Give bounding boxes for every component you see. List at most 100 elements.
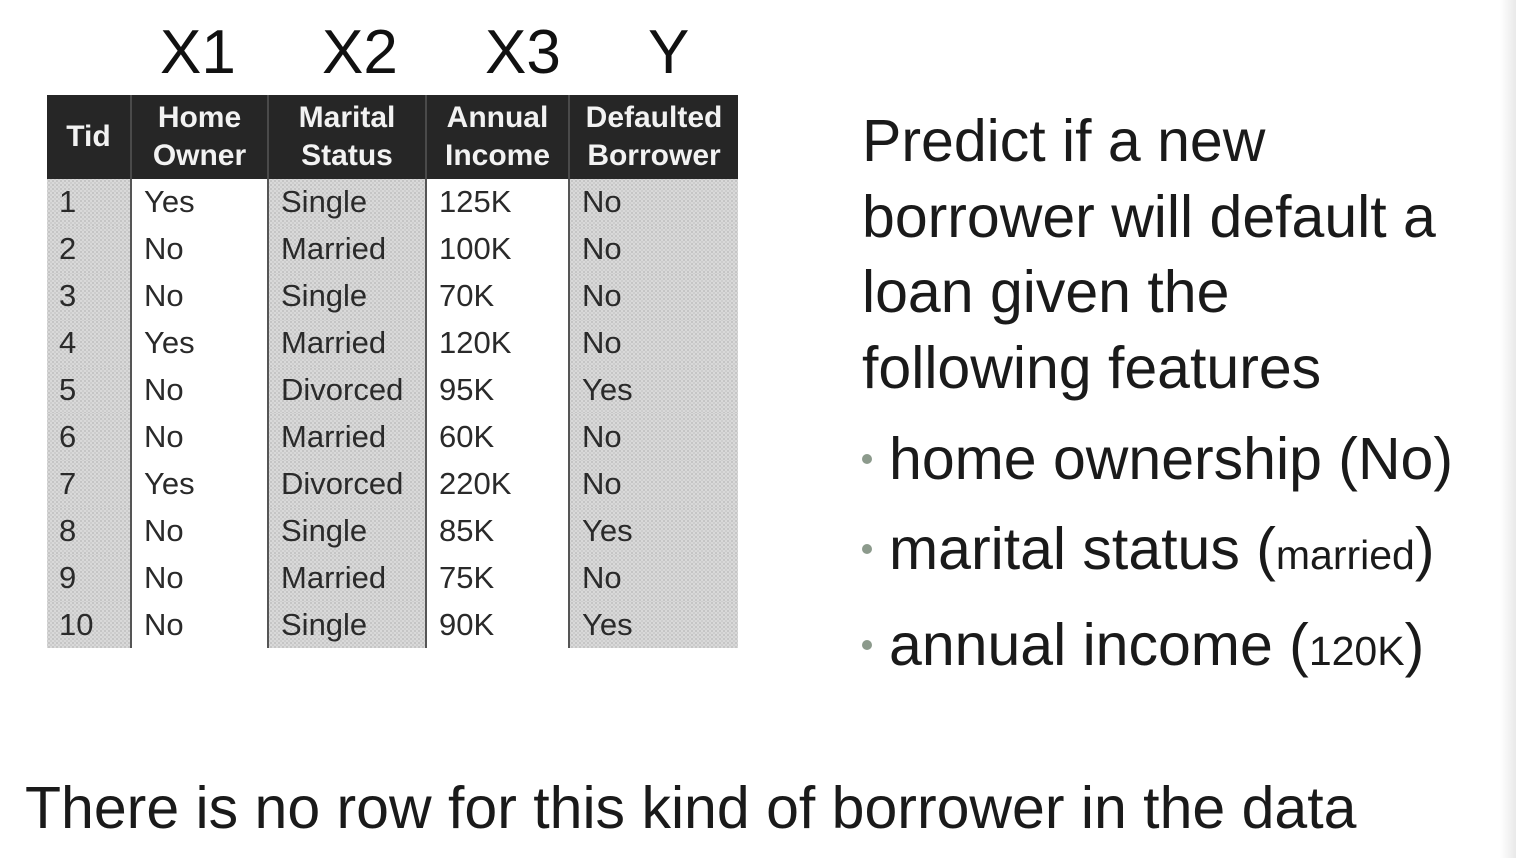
- table-row: 1 Yes Single 125K No: [47, 179, 738, 226]
- feature-item-marital-status: marital status (married): [862, 504, 1512, 600]
- question-line: Predict if a new: [862, 108, 1266, 174]
- header-annual-income: Annual Income: [426, 95, 570, 179]
- feature-value: 120K: [1308, 628, 1405, 674]
- variable-label-x2: X2: [322, 18, 398, 87]
- cell-home-owner: Yes: [131, 319, 269, 367]
- prediction-question: Predict if a new borrower will default a…: [862, 104, 1502, 406]
- header-tid-text: Tid: [66, 120, 111, 153]
- table-row: 10 No Single 90K Yes: [47, 601, 738, 648]
- feature-label: home ownership (: [889, 426, 1358, 492]
- table-row: 9 No Married 75K No: [47, 554, 738, 602]
- cell-defaulted: No: [569, 179, 738, 226]
- header-annual-income-line1: Annual: [446, 101, 549, 134]
- cell-tid: 8: [47, 507, 132, 555]
- cell-home-owner: No: [131, 554, 269, 602]
- table-row: 5 No Divorced 95K Yes: [47, 366, 738, 414]
- feature-value: No: [1357, 426, 1434, 492]
- cell-defaulted: Yes: [569, 366, 738, 414]
- table-row: 4 Yes Married 120K No: [47, 319, 738, 367]
- feature-close: ): [1404, 612, 1425, 678]
- question-line: borrower will default a: [862, 183, 1436, 250]
- header-defaulted-borrower-line1: Defaulted: [585, 101, 723, 134]
- cell-home-owner: Yes: [131, 460, 269, 508]
- cell-home-owner: No: [131, 366, 269, 414]
- cell-marital-status: Married: [268, 225, 427, 273]
- cell-home-owner: No: [131, 225, 269, 273]
- cell-marital-status: Single: [268, 272, 427, 320]
- footer-statement: There is no row for this kind of borrowe…: [25, 775, 1357, 841]
- feature-close: ): [1414, 516, 1435, 582]
- cell-defaulted: No: [569, 413, 738, 461]
- variable-label-x3: X3: [485, 18, 561, 87]
- cell-tid: 4: [47, 319, 132, 367]
- cell-annual-income: 70K: [426, 272, 570, 320]
- cell-annual-income: 100K: [426, 225, 570, 273]
- cell-home-owner: No: [131, 413, 269, 461]
- feature-list: home ownership (No) marital status (marr…: [862, 414, 1512, 696]
- table-row: 6 No Married 60K No: [47, 413, 738, 461]
- cell-tid: 1: [47, 179, 132, 226]
- cell-marital-status: Divorced: [268, 366, 427, 414]
- cell-marital-status: Divorced: [268, 460, 427, 508]
- feature-label: marital status (: [889, 516, 1276, 582]
- cell-home-owner: Yes: [131, 179, 269, 226]
- cell-annual-income: 95K: [426, 366, 570, 414]
- cell-annual-income: 85K: [426, 507, 570, 555]
- cell-home-owner: No: [131, 272, 269, 320]
- cell-tid: 3: [47, 272, 132, 320]
- feature-item-home-ownership: home ownership (No): [862, 414, 1512, 504]
- cell-defaulted: No: [569, 460, 738, 508]
- cell-home-owner: No: [131, 507, 269, 555]
- table-row: 2 No Married 100K No: [47, 225, 738, 273]
- bullet-icon: [862, 454, 872, 465]
- header-annual-income-line2: Income: [444, 139, 551, 172]
- cell-annual-income: 220K: [426, 460, 570, 508]
- cell-marital-status: Married: [268, 554, 427, 602]
- variable-label-y: Y: [648, 18, 690, 87]
- cell-tid: 2: [47, 225, 132, 273]
- table-row: 7 Yes Divorced 220K No: [47, 460, 738, 508]
- cell-tid: 9: [47, 554, 132, 602]
- cell-marital-status: Single: [268, 601, 427, 648]
- cell-tid: 6: [47, 413, 132, 461]
- variable-label-x1: X1: [160, 18, 236, 87]
- bullet-icon: [862, 640, 872, 651]
- header-home-owner-line2: Owner: [152, 139, 247, 172]
- feature-close: ): [1433, 426, 1454, 492]
- cell-annual-income: 120K: [426, 319, 570, 367]
- slide-edge-shadow: [1500, 0, 1516, 858]
- feature-label: annual income (: [889, 612, 1309, 678]
- cell-defaulted: Yes: [569, 601, 738, 648]
- cell-defaulted: Yes: [569, 507, 738, 555]
- cell-marital-status: Single: [268, 507, 427, 555]
- cell-marital-status: Married: [268, 319, 427, 367]
- cell-tid: 5: [47, 366, 132, 414]
- cell-annual-income: 90K: [426, 601, 570, 648]
- header-marital-status-line2: Status: [301, 139, 393, 172]
- feature-value: married: [1275, 532, 1415, 578]
- cell-marital-status: Single: [268, 179, 427, 226]
- cell-home-owner: No: [131, 601, 269, 648]
- cell-defaulted: No: [569, 554, 738, 602]
- header-marital-status: Marital Status: [268, 95, 427, 179]
- header-home-owner: Home Owner: [131, 95, 269, 179]
- cell-tid: 7: [47, 460, 132, 508]
- cell-defaulted: No: [569, 225, 738, 273]
- header-home-owner-line1: Home: [157, 101, 242, 134]
- cell-annual-income: 75K: [426, 554, 570, 602]
- question-line: following features: [862, 334, 1322, 401]
- header-defaulted-borrower-line2: Borrower: [587, 139, 721, 172]
- cell-defaulted: No: [569, 319, 738, 367]
- feature-item-annual-income: annual income (120K): [862, 600, 1512, 696]
- header-defaulted-borrower: Defaulted Borrower: [569, 95, 738, 179]
- cell-annual-income: 125K: [426, 179, 570, 226]
- header-marital-status-line1: Marital: [298, 101, 396, 134]
- cell-annual-income: 60K: [426, 413, 570, 461]
- table-row: 8 No Single 85K Yes: [47, 507, 738, 555]
- header-tid: Tid: [47, 95, 132, 179]
- table-header-row: Tid Home Owner Marital Status Annual Income…: [47, 95, 738, 179]
- table-row: 3 No Single 70K No: [47, 272, 738, 320]
- bullet-icon: [862, 544, 872, 555]
- cell-defaulted: No: [569, 272, 738, 320]
- borrower-data-table: Tid Home Owner Marital Status Annual Income…: [47, 95, 738, 648]
